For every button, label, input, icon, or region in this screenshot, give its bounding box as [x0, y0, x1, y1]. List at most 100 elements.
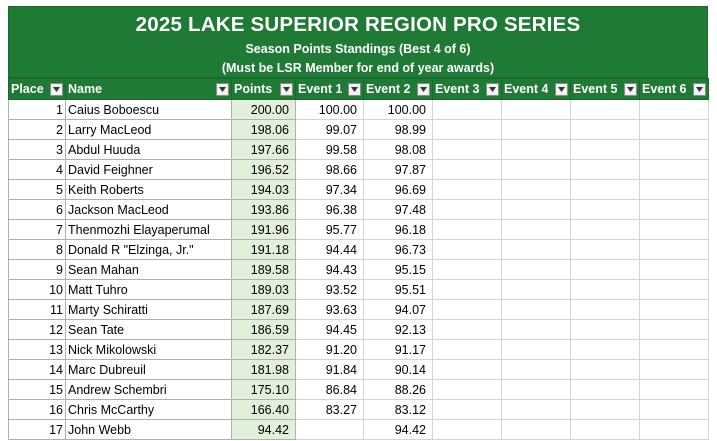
event-2-cell[interactable]: 91.17	[363, 339, 433, 360]
event-4-cell[interactable]	[501, 179, 571, 200]
event-2-cell[interactable]: 98.08	[363, 139, 433, 160]
name-cell[interactable]: Marty Schiratti	[65, 299, 232, 320]
event-1-cell[interactable]: 91.84	[295, 359, 364, 380]
points-cell[interactable]: 186.59	[231, 319, 296, 340]
place-cell[interactable]: 1	[8, 99, 66, 120]
event-4-cell[interactable]	[501, 159, 571, 180]
event-4-cell[interactable]	[501, 139, 571, 160]
place-cell[interactable]: 3	[8, 139, 66, 160]
event-3-cell[interactable]	[432, 339, 502, 360]
event-5-cell[interactable]	[570, 339, 640, 360]
event-3-cell[interactable]	[432, 99, 502, 120]
place-cell[interactable]: 10	[8, 279, 66, 300]
name-cell[interactable]: Andrew Schembri	[65, 379, 232, 400]
event-2-cell[interactable]: 98.99	[363, 119, 433, 140]
points-cell[interactable]: 182.37	[231, 339, 296, 360]
event-2-cell[interactable]: 94.07	[363, 299, 433, 320]
event-6-cell[interactable]	[639, 399, 709, 420]
name-cell[interactable]: John Webb	[65, 419, 232, 440]
filter-dropdown-button[interactable]	[216, 82, 229, 96]
event-3-cell[interactable]	[432, 199, 502, 220]
points-cell[interactable]: 175.10	[231, 379, 296, 400]
event-2-cell[interactable]: 100.00	[363, 99, 433, 120]
event-4-cell[interactable]	[501, 99, 571, 120]
event-4-cell[interactable]	[501, 239, 571, 260]
name-cell[interactable]: Marc Dubreuil	[65, 359, 232, 380]
event-1-cell[interactable]: 93.52	[295, 279, 364, 300]
event-1-cell[interactable]: 98.66	[295, 159, 364, 180]
place-cell[interactable]: 17	[8, 419, 66, 440]
name-cell[interactable]: Thenmozhi Elayaperumal	[65, 219, 232, 240]
event-5-cell[interactable]	[570, 139, 640, 160]
place-cell[interactable]: 9	[8, 259, 66, 280]
name-cell[interactable]: Sean Tate	[65, 319, 232, 340]
points-cell[interactable]: 189.03	[231, 279, 296, 300]
filter-dropdown-button[interactable]	[50, 82, 63, 96]
event-3-cell[interactable]	[432, 379, 502, 400]
event-2-cell[interactable]: 92.13	[363, 319, 433, 340]
event-3-cell[interactable]	[432, 259, 502, 280]
event-6-cell[interactable]	[639, 379, 709, 400]
event-6-cell[interactable]	[639, 279, 709, 300]
event-3-cell[interactable]	[432, 419, 502, 440]
points-cell[interactable]: 200.00	[231, 99, 296, 120]
name-cell[interactable]: Chris McCarthy	[65, 399, 232, 420]
filter-dropdown-button[interactable]	[348, 82, 361, 96]
event-2-cell[interactable]: 88.26	[363, 379, 433, 400]
event-3-cell[interactable]	[432, 119, 502, 140]
name-cell[interactable]: Caius Boboescu	[65, 99, 232, 120]
filter-dropdown-button[interactable]	[280, 82, 293, 96]
points-cell[interactable]: 193.86	[231, 199, 296, 220]
event-4-cell[interactable]	[501, 219, 571, 240]
event-6-cell[interactable]	[639, 179, 709, 200]
place-cell[interactable]: 14	[8, 359, 66, 380]
event-5-cell[interactable]	[570, 259, 640, 280]
event-6-cell[interactable]	[639, 119, 709, 140]
event-2-cell[interactable]: 95.15	[363, 259, 433, 280]
event-4-cell[interactable]	[501, 279, 571, 300]
points-cell[interactable]: 94.42	[231, 419, 296, 440]
event-5-cell[interactable]	[570, 159, 640, 180]
event-5-cell[interactable]	[570, 239, 640, 260]
name-cell[interactable]: Nick Mikolowski	[65, 339, 232, 360]
place-cell[interactable]: 5	[8, 179, 66, 200]
place-cell[interactable]: 11	[8, 299, 66, 320]
event-1-cell[interactable]: 86.84	[295, 379, 364, 400]
filter-dropdown-button[interactable]	[693, 82, 706, 96]
event-1-cell[interactable]: 99.07	[295, 119, 364, 140]
place-cell[interactable]: 4	[8, 159, 66, 180]
event-2-cell[interactable]: 94.42	[363, 419, 433, 440]
event-4-cell[interactable]	[501, 199, 571, 220]
event-6-cell[interactable]	[639, 239, 709, 260]
event-5-cell[interactable]	[570, 179, 640, 200]
event-4-cell[interactable]	[501, 319, 571, 340]
points-cell[interactable]: 187.69	[231, 299, 296, 320]
place-cell[interactable]: 16	[8, 399, 66, 420]
event-2-cell[interactable]: 97.87	[363, 159, 433, 180]
event-5-cell[interactable]	[570, 279, 640, 300]
event-5-cell[interactable]	[570, 219, 640, 240]
event-3-cell[interactable]	[432, 179, 502, 200]
name-cell[interactable]: Matt Tuhro	[65, 279, 232, 300]
event-4-cell[interactable]	[501, 259, 571, 280]
event-3-cell[interactable]	[432, 299, 502, 320]
event-6-cell[interactable]	[639, 199, 709, 220]
event-2-cell[interactable]: 83.12	[363, 399, 433, 420]
points-cell[interactable]: 198.06	[231, 119, 296, 140]
name-cell[interactable]: Jackson MacLeod	[65, 199, 232, 220]
event-1-cell[interactable]: 94.45	[295, 319, 364, 340]
filter-dropdown-button[interactable]	[486, 82, 499, 96]
event-6-cell[interactable]	[639, 299, 709, 320]
event-5-cell[interactable]	[570, 379, 640, 400]
event-2-cell[interactable]: 96.73	[363, 239, 433, 260]
event-3-cell[interactable]	[432, 139, 502, 160]
event-4-cell[interactable]	[501, 359, 571, 380]
event-5-cell[interactable]	[570, 119, 640, 140]
event-1-cell[interactable]: 93.63	[295, 299, 364, 320]
event-1-cell[interactable]: 95.77	[295, 219, 364, 240]
filter-dropdown-button[interactable]	[417, 82, 430, 96]
event-3-cell[interactable]	[432, 219, 502, 240]
points-cell[interactable]: 196.52	[231, 159, 296, 180]
event-6-cell[interactable]	[639, 139, 709, 160]
event-1-cell[interactable]: 94.44	[295, 239, 364, 260]
